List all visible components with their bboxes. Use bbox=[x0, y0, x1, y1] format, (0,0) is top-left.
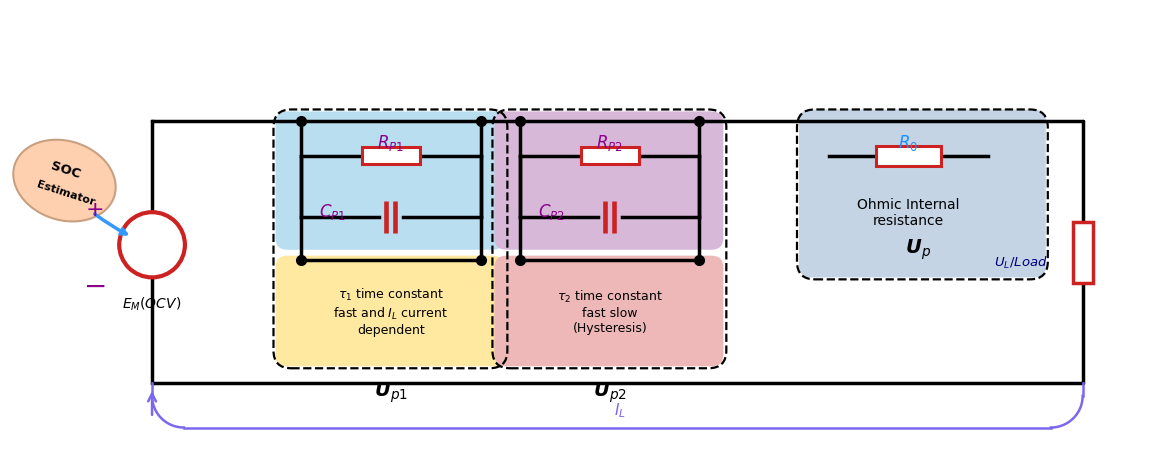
FancyBboxPatch shape bbox=[877, 146, 941, 166]
Text: SOC: SOC bbox=[49, 160, 82, 182]
Text: $+$: $+$ bbox=[86, 200, 103, 220]
FancyBboxPatch shape bbox=[362, 147, 420, 164]
Text: $I_L$: $I_L$ bbox=[614, 401, 626, 420]
Text: $E_M(OCV)$: $E_M(OCV)$ bbox=[122, 295, 182, 313]
FancyBboxPatch shape bbox=[799, 110, 1045, 278]
Text: $\tau_1$ time constant
fast and $I_L$ current
dependent: $\tau_1$ time constant fast and $I_L$ cu… bbox=[333, 287, 449, 337]
Text: $\boldsymbol{U}_p$: $\boldsymbol{U}_p$ bbox=[906, 238, 932, 262]
Text: $\boldsymbol{U}_{p1}$: $\boldsymbol{U}_{p1}$ bbox=[374, 381, 408, 405]
Text: $R_0$: $R_0$ bbox=[899, 133, 919, 153]
FancyBboxPatch shape bbox=[275, 111, 504, 250]
Text: $\boldsymbol{U}_{p2}$: $\boldsymbol{U}_{p2}$ bbox=[593, 381, 627, 405]
Text: $\tau_2$ time constant
fast slow
(Hysteresis): $\tau_2$ time constant fast slow (Hyster… bbox=[557, 289, 662, 335]
Text: $C_{P1}$: $C_{P1}$ bbox=[319, 202, 346, 222]
Text: Estimator: Estimator bbox=[35, 179, 96, 207]
Ellipse shape bbox=[13, 140, 116, 222]
Text: $R_{P2}$: $R_{P2}$ bbox=[597, 133, 624, 153]
FancyBboxPatch shape bbox=[495, 111, 723, 250]
Text: $-$: $-$ bbox=[83, 272, 105, 300]
FancyBboxPatch shape bbox=[1072, 222, 1092, 283]
Text: $U_L/Load$: $U_L/Load$ bbox=[994, 254, 1048, 271]
FancyBboxPatch shape bbox=[495, 256, 723, 366]
Text: $R_{P1}$: $R_{P1}$ bbox=[377, 133, 404, 153]
Text: $C_{P2}$: $C_{P2}$ bbox=[538, 202, 565, 222]
Text: Ohmic Internal
resistance: Ohmic Internal resistance bbox=[857, 198, 960, 228]
FancyBboxPatch shape bbox=[581, 147, 639, 164]
FancyBboxPatch shape bbox=[275, 256, 504, 366]
